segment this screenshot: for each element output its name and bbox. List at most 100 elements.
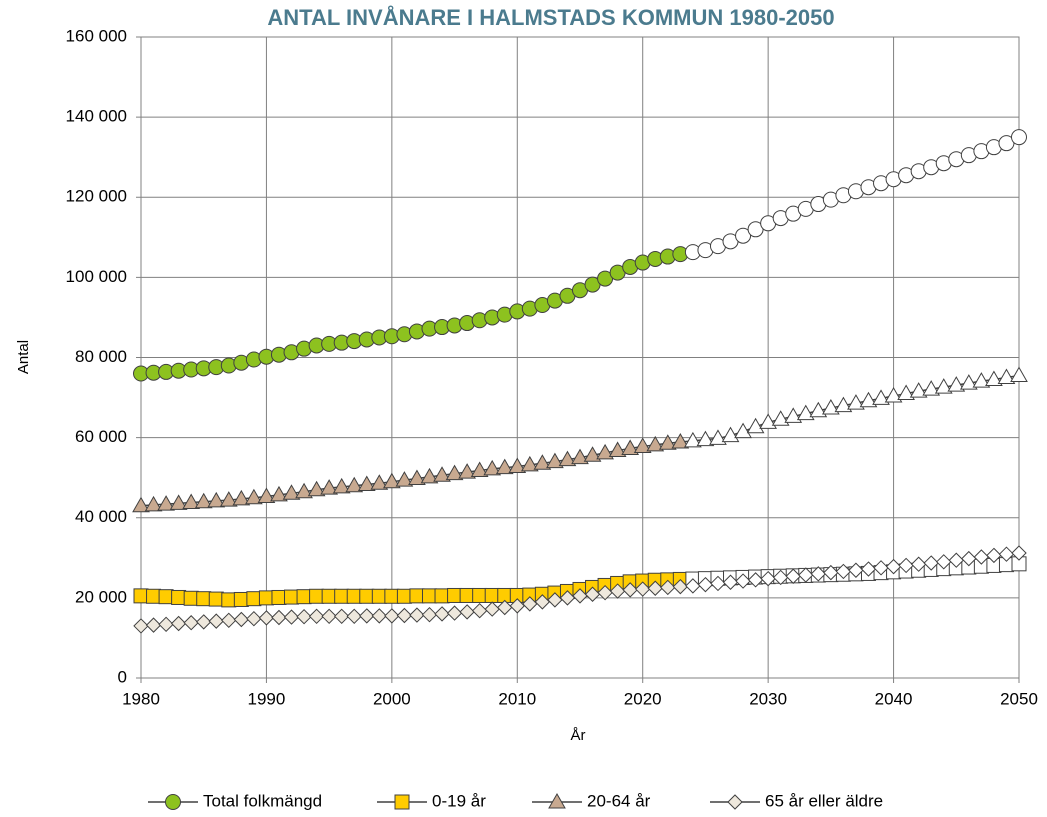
marker xyxy=(621,439,640,455)
marker xyxy=(660,579,676,596)
marker xyxy=(445,464,464,481)
marker xyxy=(409,588,425,604)
marker xyxy=(232,489,251,506)
marker xyxy=(961,550,977,567)
marker xyxy=(934,378,953,394)
y-tick-label: 160 000 xyxy=(66,26,127,45)
marker xyxy=(246,591,262,607)
marker xyxy=(548,792,566,809)
marker xyxy=(447,587,463,603)
x-tick-label: 2040 xyxy=(875,689,913,708)
y-tick-label: 20 000 xyxy=(75,587,127,606)
marker xyxy=(458,463,476,479)
marker xyxy=(321,608,337,625)
legend-item: 65 år eller äldre xyxy=(710,791,883,810)
marker xyxy=(798,567,814,583)
marker xyxy=(271,589,287,605)
marker xyxy=(384,608,400,624)
marker xyxy=(408,469,426,485)
marker xyxy=(384,588,400,604)
marker xyxy=(246,611,262,627)
marker xyxy=(307,480,326,497)
y-tick-label: 80 000 xyxy=(75,347,127,366)
marker xyxy=(396,607,413,624)
marker xyxy=(909,382,928,398)
x-tick-label: 2020 xyxy=(624,689,662,708)
legend-item: 20-64 år xyxy=(532,791,651,810)
marker xyxy=(923,555,939,571)
x-tick-label: 1990 xyxy=(248,689,286,708)
marker xyxy=(321,588,337,604)
marker xyxy=(608,441,627,457)
y-tick-label: 140 000 xyxy=(66,107,127,126)
marker xyxy=(371,588,387,604)
marker xyxy=(959,374,978,390)
marker xyxy=(633,437,652,453)
y-tick-label: 0 xyxy=(118,667,127,686)
legend-label: 20-64 år xyxy=(587,791,651,810)
legend-item: Total folkmängd xyxy=(148,791,322,810)
marker xyxy=(747,572,764,588)
marker xyxy=(283,609,300,625)
x-tick-label: 2000 xyxy=(373,689,411,708)
marker xyxy=(208,591,224,607)
marker xyxy=(357,475,376,491)
marker xyxy=(157,495,175,511)
marker xyxy=(219,491,238,507)
marker xyxy=(396,588,412,604)
marker xyxy=(270,485,288,502)
marker xyxy=(459,587,475,603)
plot-border xyxy=(140,36,1020,679)
marker xyxy=(420,467,439,484)
marker xyxy=(395,471,414,487)
marker xyxy=(697,576,714,593)
marker xyxy=(133,588,149,604)
marker xyxy=(132,496,150,513)
marker xyxy=(860,561,877,577)
chart-title: ANTAL INVÅNARE I HALMSTADS KOMMUN 1980-2… xyxy=(267,4,834,30)
marker xyxy=(872,389,890,405)
marker xyxy=(484,587,500,603)
marker xyxy=(609,583,626,599)
marker xyxy=(284,589,300,605)
marker xyxy=(823,564,839,581)
marker xyxy=(672,578,689,595)
marker xyxy=(345,476,364,493)
marker xyxy=(282,484,301,500)
marker xyxy=(433,466,451,482)
marker xyxy=(835,563,852,580)
legend-item: 0-19 år xyxy=(377,791,486,810)
marker xyxy=(182,493,201,510)
marker xyxy=(522,596,538,612)
marker xyxy=(897,384,915,401)
marker xyxy=(346,608,362,625)
marker xyxy=(520,455,539,472)
marker xyxy=(183,615,199,631)
marker xyxy=(821,398,840,415)
marker xyxy=(183,590,199,606)
marker xyxy=(308,608,325,625)
marker xyxy=(221,592,237,608)
marker xyxy=(759,413,778,429)
marker xyxy=(208,613,224,629)
marker xyxy=(446,605,463,621)
marker xyxy=(332,477,351,494)
marker xyxy=(257,487,276,504)
marker xyxy=(985,370,1003,387)
marker xyxy=(986,547,1002,564)
marker xyxy=(245,488,263,505)
marker xyxy=(346,588,362,604)
marker xyxy=(998,546,1015,562)
marker xyxy=(359,608,375,624)
marker xyxy=(721,426,740,443)
marker xyxy=(760,570,776,587)
marker xyxy=(434,588,450,604)
marker xyxy=(296,589,312,605)
marker xyxy=(334,588,350,604)
marker xyxy=(471,602,488,619)
marker xyxy=(221,612,237,629)
marker xyxy=(459,604,475,620)
marker xyxy=(972,372,991,388)
marker xyxy=(1011,545,1027,561)
